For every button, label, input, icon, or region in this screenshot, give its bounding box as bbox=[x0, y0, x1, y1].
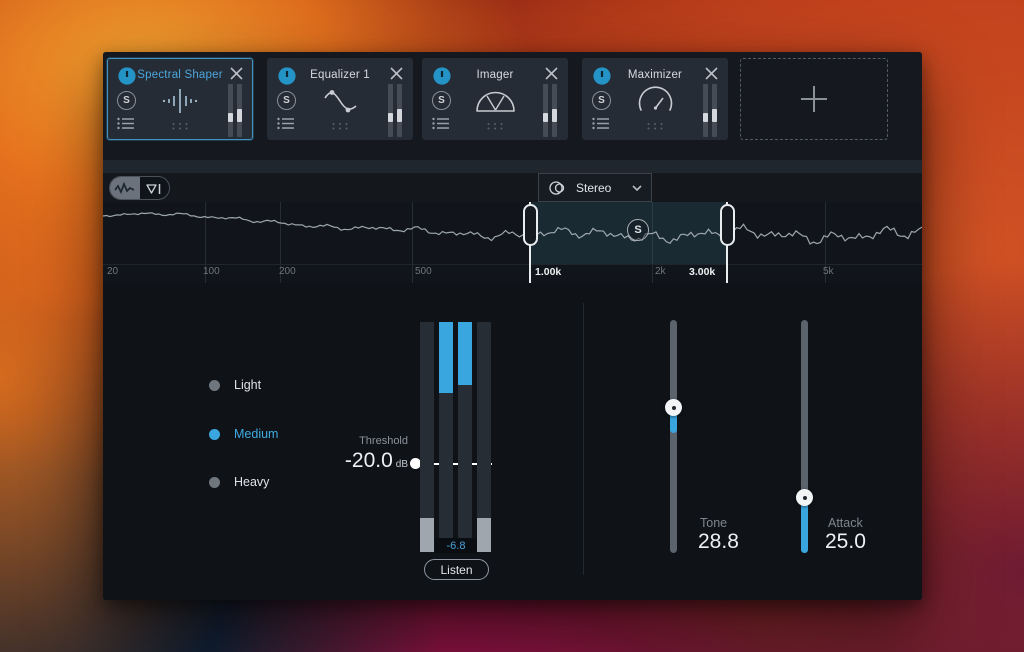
freq-tick: 200 bbox=[279, 266, 296, 277]
chevron-down-icon bbox=[632, 184, 642, 191]
threshold-view-button[interactable] bbox=[140, 177, 170, 199]
view-toggle bbox=[109, 176, 170, 200]
meter-outer-left bbox=[420, 322, 434, 552]
threshold-label: Threshold bbox=[359, 435, 408, 447]
tone-label: Tone bbox=[700, 516, 728, 530]
module-meter bbox=[388, 84, 403, 137]
drag-handle[interactable] bbox=[332, 122, 349, 130]
tone-slider-track[interactable] bbox=[670, 320, 677, 553]
drag-handle[interactable] bbox=[647, 122, 664, 130]
waveform-icon bbox=[114, 181, 135, 195]
listen-button[interactable]: Listen bbox=[424, 559, 489, 580]
stereo-icon bbox=[549, 180, 565, 195]
module-title: Imager bbox=[476, 69, 514, 81]
attack-value[interactable]: 25.0 bbox=[825, 530, 866, 553]
add-module-button[interactable] bbox=[740, 58, 888, 140]
gain-reduction-readout: -6.8 bbox=[435, 538, 477, 553]
equalizer-icon bbox=[268, 86, 412, 116]
spectrum-toolbar: Stereo bbox=[103, 173, 922, 202]
meter-inner-right bbox=[458, 322, 472, 552]
drag-handle[interactable] bbox=[487, 122, 504, 130]
maximizer-icon bbox=[583, 86, 727, 116]
freq-tick-band-low: 1.00k bbox=[535, 266, 562, 278]
plus-icon bbox=[801, 86, 827, 112]
freq-tick: 20 bbox=[107, 266, 119, 277]
close-icon[interactable] bbox=[389, 66, 404, 81]
threshold-drag-dot[interactable] bbox=[410, 458, 421, 469]
threshold-line[interactable] bbox=[416, 463, 492, 465]
radio-dot bbox=[209, 379, 220, 391]
module-meter bbox=[703, 84, 718, 137]
band-solo-button[interactable]: S bbox=[627, 219, 649, 241]
module-card-spectral-shaper[interactable]: Spectral Shaper S bbox=[107, 58, 253, 140]
close-icon[interactable] bbox=[704, 66, 719, 81]
solo-button[interactable]: S bbox=[432, 91, 451, 110]
plugin-window: Spectral Shaper S bbox=[103, 52, 922, 600]
module-chain: Spectral Shaper S bbox=[103, 52, 922, 160]
threshold-value[interactable]: -20.0 dB bbox=[344, 449, 408, 472]
radio-dot-selected bbox=[209, 428, 220, 440]
tick-row-divider bbox=[103, 264, 922, 265]
menu-list-icon[interactable] bbox=[117, 117, 135, 130]
section-divider bbox=[103, 160, 922, 173]
meter-outer-right bbox=[477, 322, 491, 552]
band-high-handle[interactable] bbox=[720, 204, 735, 246]
close-icon[interactable] bbox=[544, 66, 559, 81]
power-toggle-icon[interactable] bbox=[277, 66, 297, 86]
drag-handle[interactable] bbox=[172, 122, 189, 130]
intensity-option-light[interactable]: Light bbox=[209, 378, 261, 392]
intensity-option-medium[interactable]: Medium bbox=[209, 427, 278, 441]
meter-inner-left bbox=[439, 322, 453, 552]
panel-divider bbox=[583, 303, 584, 575]
power-toggle-icon[interactable] bbox=[592, 66, 612, 86]
menu-list-icon[interactable] bbox=[592, 117, 610, 130]
power-toggle-icon[interactable] bbox=[432, 66, 452, 86]
module-title: Equalizer 1 bbox=[310, 69, 370, 81]
spectral-shaper-icon bbox=[108, 86, 252, 116]
module-meter bbox=[543, 84, 558, 137]
solo-button[interactable]: S bbox=[592, 91, 611, 110]
module-card-equalizer[interactable]: Equalizer 1 S bbox=[267, 58, 413, 140]
freq-tick: 100 bbox=[203, 266, 220, 277]
solo-button[interactable]: S bbox=[117, 91, 136, 110]
spectrum-view-button[interactable] bbox=[110, 177, 140, 199]
module-title: Maximizer bbox=[627, 69, 683, 81]
attack-label: Attack bbox=[828, 516, 863, 530]
tone-value[interactable]: 28.8 bbox=[698, 530, 739, 553]
tone-slider-handle[interactable] bbox=[665, 399, 682, 416]
freq-tick: 5k bbox=[823, 266, 834, 277]
attack-slider-handle[interactable] bbox=[796, 489, 813, 506]
band-low-handle[interactable] bbox=[523, 204, 538, 246]
radio-dot bbox=[209, 476, 220, 488]
imager-icon bbox=[423, 86, 567, 116]
power-toggle-icon[interactable] bbox=[117, 66, 137, 86]
intensity-option-heavy[interactable]: Heavy bbox=[209, 475, 269, 489]
menu-list-icon[interactable] bbox=[277, 117, 295, 130]
spectrum-analyzer: S 20 100 200 500 1.00k 2k 3.00k 5k bbox=[103, 202, 922, 283]
channel-selector-dropdown[interactable]: Stereo bbox=[538, 173, 652, 202]
shaper-curve-icon bbox=[146, 183, 161, 194]
module-meter bbox=[228, 84, 243, 137]
freq-tick: 500 bbox=[415, 266, 432, 277]
attack-slider-track[interactable] bbox=[801, 320, 808, 553]
freq-tick-band-high: 3.00k bbox=[689, 266, 716, 278]
spectrum-waveform bbox=[103, 212, 922, 245]
menu-list-icon[interactable] bbox=[432, 117, 450, 130]
channel-selector-value: Stereo bbox=[576, 180, 612, 195]
module-card-maximizer[interactable]: Maximizer S bbox=[582, 58, 728, 140]
close-icon[interactable] bbox=[229, 66, 244, 81]
module-panel: Light Medium Heavy Threshold -20.0 dB bbox=[103, 283, 922, 600]
freq-tick: 2k bbox=[655, 266, 666, 277]
solo-button[interactable]: S bbox=[277, 91, 296, 110]
module-title: Spectral Shaper bbox=[137, 69, 223, 81]
module-card-imager[interactable]: Imager S bbox=[422, 58, 568, 140]
